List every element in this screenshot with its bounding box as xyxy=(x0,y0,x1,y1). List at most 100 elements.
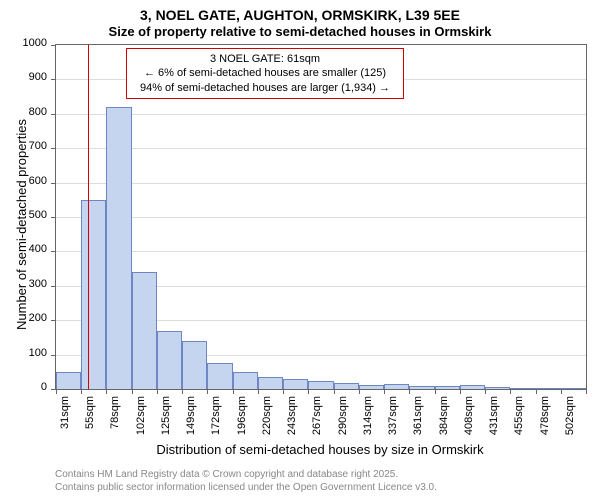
bar xyxy=(157,331,182,389)
y-tick xyxy=(51,114,56,115)
y-tick-label: 200 xyxy=(19,312,47,324)
y-tick-label: 100 xyxy=(19,347,47,359)
bar xyxy=(81,200,106,389)
x-tick-label: 220sqm xyxy=(261,396,273,440)
x-tick xyxy=(157,389,158,394)
gridline xyxy=(56,148,586,149)
y-tick-label: 300 xyxy=(19,278,47,290)
y-tick-label: 400 xyxy=(19,243,47,255)
gridline xyxy=(56,114,586,115)
x-tick-label: 408sqm xyxy=(463,396,475,440)
x-tick xyxy=(586,389,587,394)
x-tick-label: 455sqm xyxy=(513,396,525,440)
bar xyxy=(233,372,258,389)
y-tick-label: 700 xyxy=(19,140,47,152)
attribution: Contains HM Land Registry data © Crown c… xyxy=(55,468,437,494)
x-tick xyxy=(56,389,57,394)
annotation-line1: 3 NOEL GATE: 61sqm xyxy=(133,52,397,66)
y-tick xyxy=(51,183,56,184)
x-tick-label: 361sqm xyxy=(412,396,424,440)
x-tick-label: 243sqm xyxy=(286,396,298,440)
bar xyxy=(359,385,384,389)
y-tick-label: 600 xyxy=(19,175,47,187)
x-tick-label: 290sqm xyxy=(337,396,349,440)
y-tick-label: 500 xyxy=(19,209,47,221)
x-tick xyxy=(283,389,284,394)
x-tick xyxy=(233,389,234,394)
x-tick xyxy=(81,389,82,394)
plot-area: 3 NOEL GATE: 61sqm← 6% of semi-detached … xyxy=(55,44,587,390)
bar xyxy=(308,381,333,389)
annotation-line2: ← 6% of semi-detached houses are smaller… xyxy=(133,66,397,80)
x-tick xyxy=(334,389,335,394)
x-tick-label: 196sqm xyxy=(236,396,248,440)
chart-title: 3, NOEL GATE, AUGHTON, ORMSKIRK, L39 5EE… xyxy=(0,0,600,41)
x-tick-label: 431sqm xyxy=(488,396,500,440)
y-tick-label: 0 xyxy=(19,381,47,393)
x-tick-label: 102sqm xyxy=(135,396,147,440)
x-tick-label: 267sqm xyxy=(311,396,323,440)
x-axis-label: Distribution of semi-detached houses by … xyxy=(55,442,585,457)
bar xyxy=(485,387,510,389)
bar xyxy=(435,386,460,389)
x-tick xyxy=(207,389,208,394)
x-tick-label: 149sqm xyxy=(185,396,197,440)
x-tick xyxy=(258,389,259,394)
title-line1: 3, NOEL GATE, AUGHTON, ORMSKIRK, L39 5EE xyxy=(0,6,600,24)
bar xyxy=(561,388,586,389)
chart-container: 3, NOEL GATE, AUGHTON, ORMSKIRK, L39 5EE… xyxy=(0,0,600,500)
bar xyxy=(182,341,207,389)
x-tick xyxy=(182,389,183,394)
title-line2: Size of property relative to semi-detach… xyxy=(0,24,600,41)
x-tick-label: 125sqm xyxy=(160,396,172,440)
gridline xyxy=(56,251,586,252)
x-tick-label: 31sqm xyxy=(59,396,71,440)
bar xyxy=(409,386,434,389)
x-tick xyxy=(409,389,410,394)
x-tick xyxy=(435,389,436,394)
x-tick-label: 314sqm xyxy=(362,396,374,440)
y-tick xyxy=(51,320,56,321)
x-tick-label: 478sqm xyxy=(539,396,551,440)
x-tick-label: 55sqm xyxy=(84,396,96,440)
y-tick-label: 1000 xyxy=(19,37,47,49)
attribution-line2: Contains public sector information licen… xyxy=(55,481,437,494)
y-tick xyxy=(51,45,56,46)
attribution-line1: Contains HM Land Registry data © Crown c… xyxy=(55,468,437,481)
x-tick xyxy=(536,389,537,394)
bar xyxy=(132,272,157,389)
x-tick xyxy=(132,389,133,394)
bar xyxy=(510,388,535,389)
x-tick xyxy=(561,389,562,394)
x-tick xyxy=(359,389,360,394)
x-tick-label: 172sqm xyxy=(210,396,222,440)
x-tick-label: 78sqm xyxy=(109,396,121,440)
y-tick-label: 800 xyxy=(19,106,47,118)
y-tick xyxy=(51,148,56,149)
y-tick xyxy=(51,251,56,252)
y-tick xyxy=(51,79,56,80)
x-tick xyxy=(485,389,486,394)
x-tick xyxy=(510,389,511,394)
reference-line xyxy=(88,45,89,389)
bar xyxy=(283,379,308,389)
bar xyxy=(334,383,359,389)
x-tick-label: 337sqm xyxy=(387,396,399,440)
annotation-box: 3 NOEL GATE: 61sqm← 6% of semi-detached … xyxy=(126,48,404,99)
gridline xyxy=(56,217,586,218)
x-tick xyxy=(308,389,309,394)
bar xyxy=(106,107,131,389)
x-tick xyxy=(106,389,107,394)
bar xyxy=(536,388,561,389)
annotation-line3: 94% of semi-detached houses are larger (… xyxy=(133,81,397,95)
bar xyxy=(207,363,232,389)
x-tick-label: 384sqm xyxy=(438,396,450,440)
bar xyxy=(56,372,81,389)
bar xyxy=(384,384,409,389)
bar xyxy=(460,385,485,389)
y-tick xyxy=(51,286,56,287)
x-tick xyxy=(384,389,385,394)
y-tick xyxy=(51,355,56,356)
bar xyxy=(258,377,283,389)
y-tick xyxy=(51,217,56,218)
